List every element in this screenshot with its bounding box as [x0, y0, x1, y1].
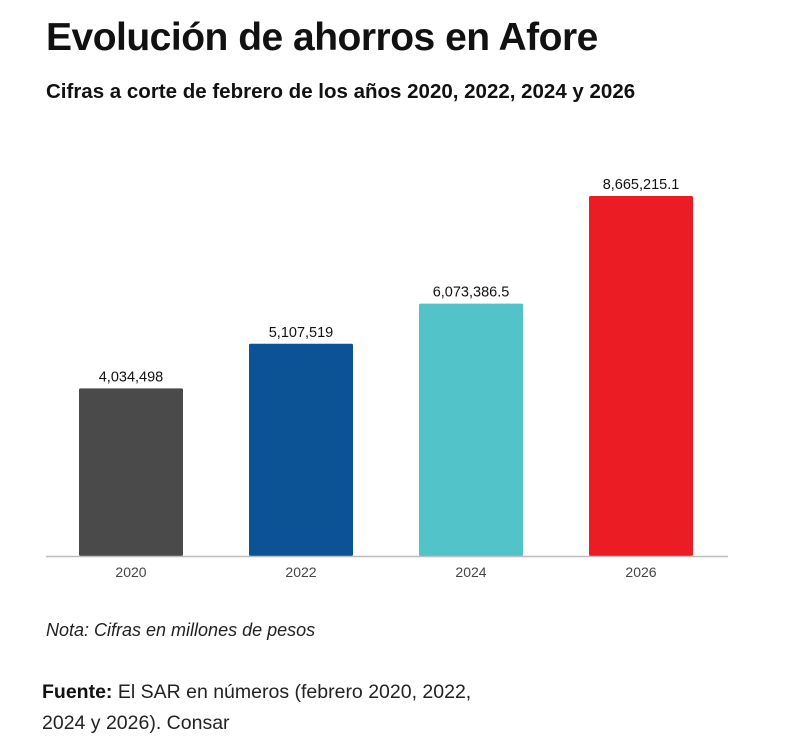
x-tick-label-2022: 2022 [285, 564, 316, 580]
source-text: El SAR en números (febrero 2020, 2022, 2… [42, 681, 472, 734]
bar-2020 [79, 388, 183, 556]
x-tick-label-2024: 2024 [455, 564, 486, 580]
bar-2026 [589, 196, 693, 556]
source-credit: Fuente: El SAR en números (febrero 2020,… [42, 677, 502, 739]
data-label-2026: 8,665,215.1 [603, 177, 680, 193]
bar-2024 [419, 303, 523, 556]
data-label-2022: 5,107,519 [269, 325, 334, 341]
data-label-2024: 6,073,386.5 [433, 285, 510, 301]
source-label: Fuente: [42, 681, 113, 703]
chart-title: Evolución de ahorros en Afore [46, 16, 598, 59]
bar-chart: 4,034,498 2020 5,107,519 2022 6,073,386.5 202… [46, 177, 728, 580]
x-tick-label-2026: 2026 [625, 564, 656, 580]
bar-2022 [249, 343, 353, 556]
chart-subtitle: Cifras a corte de febrero de los años 20… [46, 80, 636, 103]
data-label-2020: 4,034,498 [99, 369, 164, 385]
x-tick-label-2020: 2020 [115, 564, 146, 580]
chart-note: Nota: Cifras en millones de pesos [46, 620, 316, 640]
